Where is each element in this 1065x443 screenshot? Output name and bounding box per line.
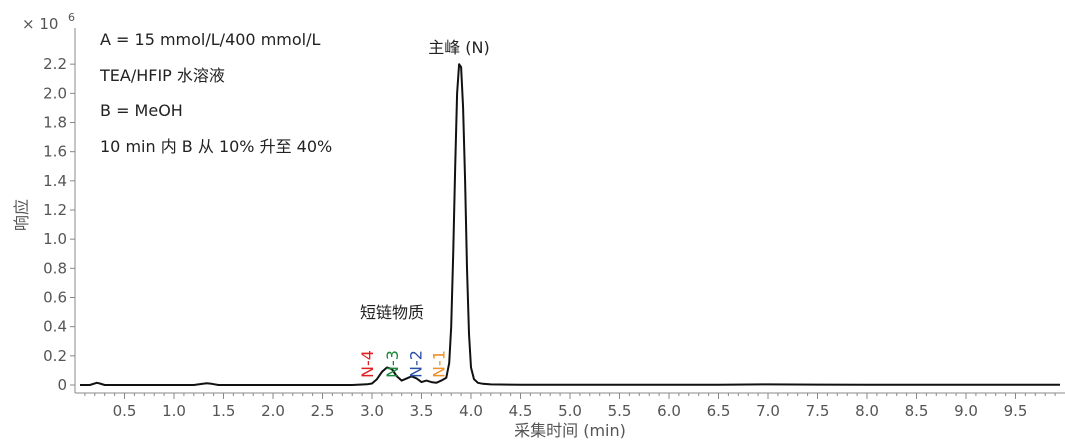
plot-area (80, 63, 1060, 386)
x-tick-label: 5.5 (608, 402, 632, 420)
x-tick-label: 3.5 (410, 402, 434, 420)
x-tick-label: 6.0 (657, 402, 681, 420)
x-tick-label: 1.5 (212, 402, 236, 420)
y-axis-title: 响应 (12, 199, 31, 231)
short-chain-label: 短链物质 (360, 303, 424, 322)
peak-label-n-4: N-4 (358, 350, 377, 378)
x-tick-label: 8.0 (855, 402, 879, 420)
peak-label-n-3: N-3 (383, 350, 402, 378)
condition-line-3: B = MeOH (100, 101, 183, 120)
condition-line-2: TEA/HFIP 水溶液 (99, 66, 225, 85)
x-tick-label: 7.5 (806, 402, 830, 420)
ticks: 0 0.2 0.4 0.6 0.8 1.0 1.2 1.4 1.6 1.8 2.0 2.2 0.5 1.0… (43, 55, 1056, 420)
y-tick-label: 1.4 (43, 172, 67, 190)
y-tick-label: 0.4 (43, 318, 67, 336)
x-tick-label: 7.0 (756, 402, 780, 420)
x-tick-label: 9.0 (954, 402, 978, 420)
y-tick-label: 1.2 (43, 201, 67, 219)
main-peak-label: 主峰 (N) (428, 38, 490, 57)
y-tick-label: 2.2 (43, 55, 67, 73)
x-tick-label: 6.5 (707, 402, 731, 420)
x-tick-label: 9.5 (1004, 402, 1028, 420)
x-tick-label: 5.0 (558, 402, 582, 420)
y-tick-label: 1.6 (43, 143, 67, 161)
x-tick-label: 3.0 (360, 402, 384, 420)
peak-label-n-2: N-2 (407, 350, 426, 378)
y-tick-label: 0.6 (43, 289, 67, 307)
y-tick-label: 0.2 (43, 347, 67, 365)
x-tick-label: 4.5 (509, 402, 533, 420)
x-tick-label: 2.5 (311, 402, 335, 420)
x-tick-label: 1.0 (162, 402, 186, 420)
y-tick-label: 1.0 (43, 230, 67, 248)
x-axis-title: 采集时间 (min) (514, 421, 626, 440)
x-tick-label: 2.0 (261, 402, 285, 420)
x-tick-label: 4.0 (459, 402, 483, 420)
peak-labels: N-4 N-3 N-2 N-1 (358, 350, 448, 378)
condition-line-4: 10 min 内 B 从 10% 升至 40% (100, 137, 332, 156)
x-tick-label: 0.5 (113, 402, 137, 420)
y-tick-label: 2.0 (43, 84, 67, 102)
y-tick-label: 0 (57, 376, 67, 394)
condition-line-1: A = 15 mmol/L/400 mmol/L (100, 30, 320, 49)
y-multiplier: × 10 (22, 15, 58, 33)
x-tick-label: 8.5 (905, 402, 929, 420)
chromatogram-trace (80, 63, 1060, 386)
peak-label-n-1: N-1 (429, 350, 448, 378)
y-exponent: 6 (68, 11, 75, 24)
y-tick-label: 1.8 (43, 114, 67, 132)
y-tick-label: 0.8 (43, 259, 67, 277)
